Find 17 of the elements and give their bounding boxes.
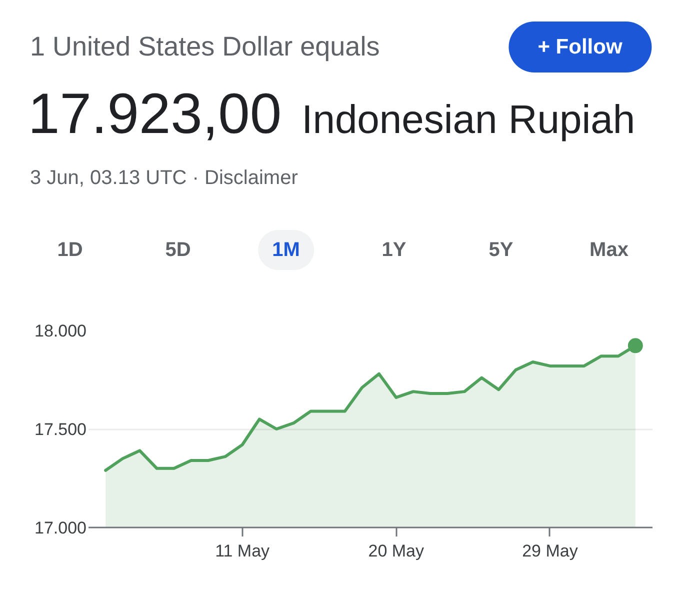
text: 1D [57, 239, 83, 261]
y-tick-label: 17.500 [34, 420, 87, 439]
x-tick-label: 29 May [522, 542, 578, 560]
x-tick-label: 11 May [215, 542, 270, 560]
text: Indonesian Rupiah [302, 98, 636, 142]
text: 3 Jun, 03.13 UTC · Disclaimer [30, 167, 298, 189]
text: 1M [258, 230, 314, 270]
y-tick-label: 18.000 [34, 322, 87, 340]
x-tick-label: 20 May [368, 542, 425, 560]
text: + Follow [508, 22, 652, 72]
chart-title: 1 United States Dollar equals [30, 32, 380, 62]
text: 5D [165, 239, 191, 261]
chart-subtitle: 17.923,00 [28, 82, 282, 146]
text: 5Y [488, 239, 514, 261]
text: Max [590, 239, 628, 261]
text: 1Y [382, 239, 406, 261]
y-tick-label: 17.000 [34, 518, 87, 538]
